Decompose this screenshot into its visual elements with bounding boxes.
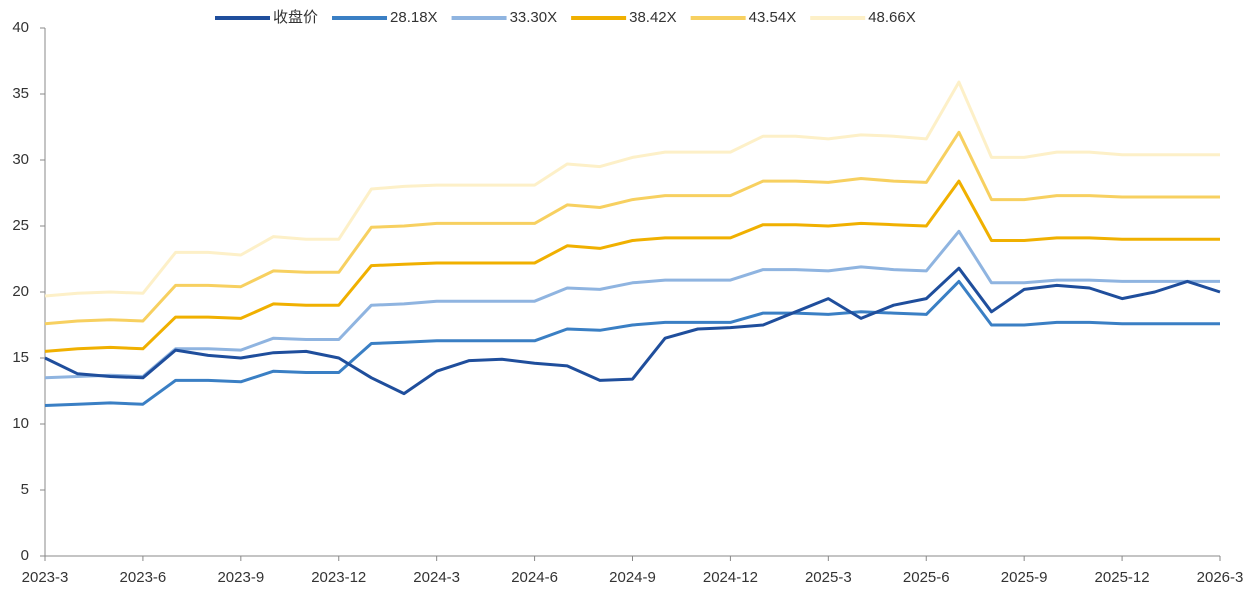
x-tick-label: 2025-12 <box>1095 569 1150 586</box>
y-tick-label: 20 <box>12 283 29 300</box>
series-line <box>44 266 1221 396</box>
y-tick-label: 15 <box>12 349 29 366</box>
x-tick-label: 2023-12 <box>311 569 366 586</box>
legend-label: 43.54X <box>749 9 797 26</box>
x-tick-label: 2025-3 <box>805 569 852 586</box>
y-tick-label: 0 <box>21 547 29 564</box>
x-tick-label: 2023-3 <box>22 569 69 586</box>
x-tick-label: 2023-9 <box>217 569 264 586</box>
x-tick-label: 2026-3 <box>1197 569 1244 586</box>
legend-label: 28.18X <box>390 9 438 26</box>
series-line <box>44 179 1220 353</box>
x-tick-label: 2023-6 <box>120 569 167 586</box>
x-tick-label: 2024-6 <box>511 569 558 586</box>
y-tick-label: 25 <box>12 217 29 234</box>
series-line <box>44 80 1220 298</box>
x-tick-label: 2025-9 <box>1001 569 1048 586</box>
series-line <box>44 279 1220 407</box>
legend-label: 38.42X <box>629 9 677 26</box>
y-tick-label: 5 <box>21 481 29 498</box>
y-tick-label: 35 <box>12 85 29 102</box>
x-tick-label: 2024-9 <box>609 569 656 586</box>
legend-label: 48.66X <box>868 9 916 26</box>
series-line <box>44 130 1220 326</box>
legend-label: 33.30X <box>510 9 558 26</box>
y-tick-label: 40 <box>12 19 29 36</box>
y-tick-label: 10 <box>12 415 29 432</box>
x-tick-label: 2024-3 <box>413 569 460 586</box>
x-tick-label: 2024-12 <box>703 569 758 586</box>
x-tick-label: 2025-6 <box>903 569 950 586</box>
legend-label: 收盘价 <box>273 8 318 26</box>
series-line <box>44 229 1220 380</box>
y-tick-label: 30 <box>12 151 29 168</box>
